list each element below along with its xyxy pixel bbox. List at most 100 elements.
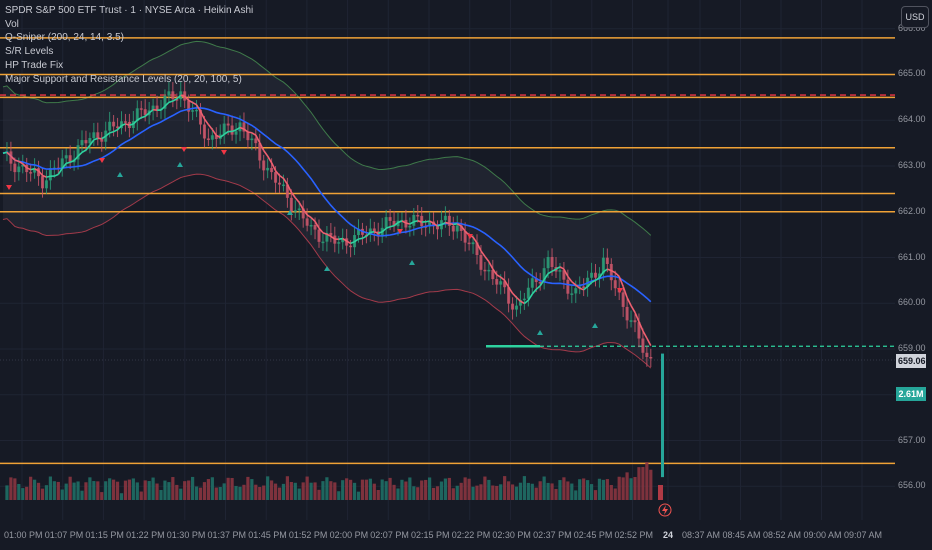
price-axis[interactable]: 666.00665.00664.00663.00662.00661.00660.… (895, 0, 932, 520)
volume-bar (613, 488, 617, 500)
candle-body (570, 293, 574, 295)
volume-bar (313, 482, 317, 500)
candle-body (270, 167, 274, 173)
candle-body (139, 108, 143, 110)
candle-body (175, 99, 179, 101)
volume-bar (329, 481, 333, 500)
candle-body (179, 91, 183, 100)
time-tick-label: 01:07 PM (44, 530, 84, 540)
candle-body (491, 269, 495, 280)
indicator-major-sr[interactable]: Major Support and Resistance Levels (20,… (5, 74, 242, 85)
candle-body (123, 121, 127, 123)
volume-bar (159, 489, 163, 500)
volume-bar (214, 487, 218, 500)
candle-body (195, 109, 199, 112)
signal-line (527, 293, 533, 301)
candle-body (143, 109, 147, 116)
candle-body (388, 217, 392, 221)
signal-line (381, 227, 387, 233)
candle-body (100, 138, 104, 142)
candle-body (633, 320, 637, 323)
indicator-q-sniper[interactable]: Q-Sniper (200, 24, 14, 3.5) (5, 32, 124, 43)
candle-body (281, 184, 285, 187)
candle-body (337, 242, 341, 244)
volume-bar (625, 472, 629, 500)
candle-body (412, 214, 416, 226)
signal-line (42, 174, 47, 178)
signal-line (263, 150, 269, 157)
signal-line (65, 161, 71, 165)
price-chart[interactable] (0, 0, 895, 520)
volume-bar (104, 481, 108, 500)
signal-line (274, 170, 281, 177)
signal-line (140, 115, 146, 119)
volume-bar (131, 478, 135, 500)
candle-body (116, 126, 120, 129)
candle-body (120, 121, 123, 129)
candle-body (285, 184, 289, 198)
sell-signal-marker (99, 158, 105, 163)
signal-line (61, 162, 67, 169)
signal-line (326, 233, 332, 238)
signal-line (129, 123, 134, 126)
volume-bar (431, 487, 436, 500)
candle-body (645, 352, 649, 357)
signal-line (18, 160, 24, 165)
signal-line (203, 118, 210, 126)
signal-line (610, 269, 616, 274)
volume-bar (202, 482, 207, 500)
indicator-hp-trade-fix[interactable]: HP Trade Fix (5, 60, 64, 71)
price-tick-label: 662.00 (898, 205, 926, 216)
candle-body (582, 286, 586, 288)
candle-body (214, 135, 218, 139)
price-tick-label: 660.00 (898, 297, 926, 308)
signal-line (385, 226, 391, 230)
signal-line (626, 297, 632, 307)
volume-bar (194, 486, 199, 500)
time-tick-label: 09:07 AM (844, 530, 883, 540)
candle-body (625, 306, 629, 321)
time-tick-label: 02:22 PM (451, 530, 491, 540)
volume-bars (5, 462, 663, 500)
candle-body (649, 356, 653, 359)
volume-bar (238, 486, 242, 500)
volume-bar (518, 482, 523, 500)
candle-body (357, 228, 360, 236)
candle-body (262, 160, 266, 171)
time-tick-label: 08:45 AM (722, 530, 761, 540)
candle-body (637, 322, 641, 339)
signal-line (630, 305, 636, 313)
signal-line (354, 238, 359, 243)
volume-bar (637, 467, 641, 500)
candle-body (597, 273, 601, 278)
candle-body (313, 225, 317, 230)
indicator-sr-levels[interactable]: S/R Levels (5, 46, 54, 57)
time-axis[interactable]: 01:00 PM 01:07 PM 01:15 PM 01:22 PM 01:30 PM… (0, 520, 932, 550)
currency-button[interactable]: USD (901, 6, 929, 28)
candle-body (135, 108, 139, 122)
candle-body (238, 122, 242, 132)
candle-body (17, 166, 21, 173)
volume-bar (206, 479, 210, 500)
candle-body (605, 257, 609, 264)
candle-body (258, 143, 262, 161)
signal-line (543, 273, 549, 281)
volume-bar (447, 477, 451, 500)
signal-line (282, 177, 289, 185)
signal-line (607, 268, 612, 272)
volume-bar (44, 485, 49, 500)
chart-title[interactable]: SPDR S&P 500 ETF Trust · 1 · NYSE Arca ·… (5, 5, 254, 16)
volume-bar (155, 483, 159, 500)
candle-body (242, 122, 246, 132)
time-tick-label: 02:15 PM (411, 530, 450, 540)
signal-line (188, 99, 193, 104)
candle-body (451, 225, 455, 232)
candle-body (372, 228, 376, 232)
candle-body (246, 131, 250, 141)
indicator-vol[interactable]: Vol (5, 19, 19, 30)
volume-bar (593, 490, 598, 500)
candle-body (151, 105, 155, 111)
candle-body (266, 167, 270, 171)
candle-body (293, 210, 297, 212)
candle-body (68, 155, 72, 163)
